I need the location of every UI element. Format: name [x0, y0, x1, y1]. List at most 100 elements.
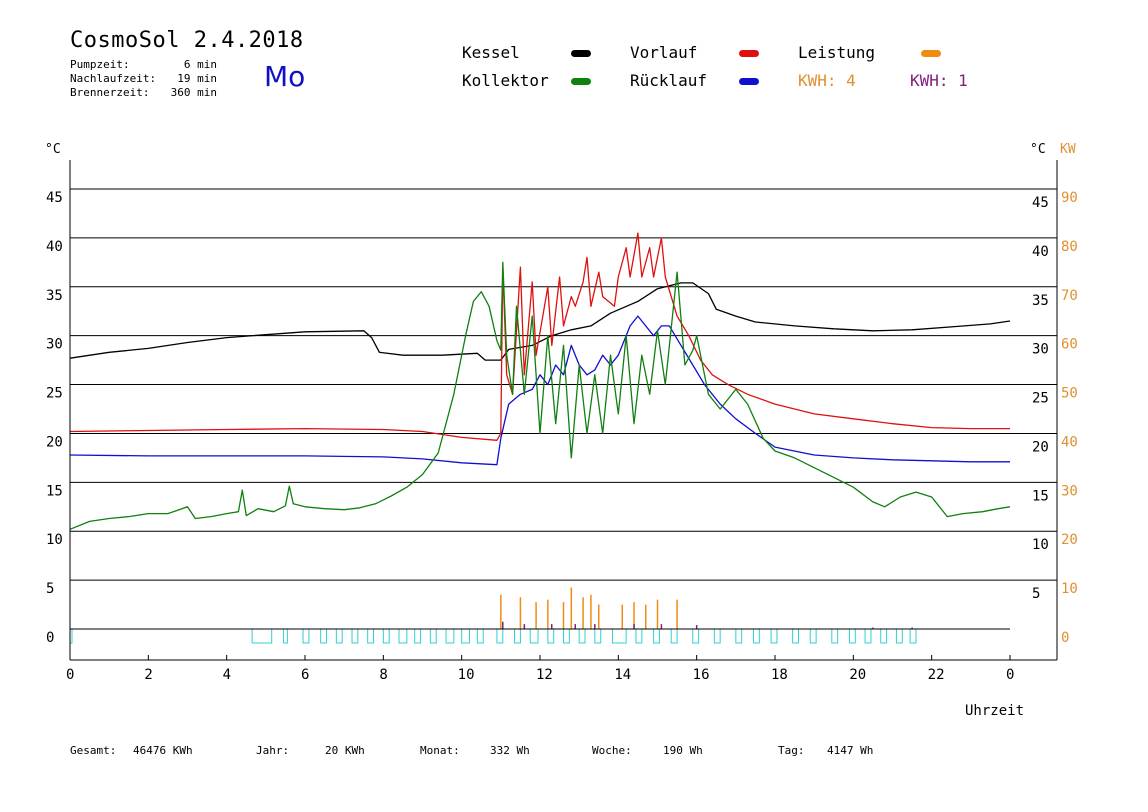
chart-lines — [69, 232, 1011, 530]
y-tick-label-right: 30 — [1032, 342, 1049, 358]
y-axis-label-right2: KW — [1060, 142, 1076, 157]
y-tick-label-left: 25 — [46, 386, 63, 402]
y-axis-label-left: °C — [45, 142, 61, 157]
y-tick-label-left: 0 — [46, 630, 54, 646]
burner-cycle — [251, 628, 273, 644]
param-label-pumpzeit: Pumpzeit: — [70, 58, 130, 71]
y-tick-label-kw: 70 — [1061, 288, 1078, 304]
burner-cycle — [653, 628, 660, 644]
y-tick-label-kw: 0 — [1061, 630, 1069, 646]
burner-cycle — [770, 628, 778, 644]
x-tick-label: 14 — [614, 667, 631, 683]
x-tick-label: 2 — [144, 667, 152, 683]
y-tick-label-right: 45 — [1032, 195, 1049, 211]
y-tick-label-right: 25 — [1032, 391, 1049, 407]
burner-cycle — [848, 628, 856, 644]
burner-cycle — [302, 628, 310, 644]
legend-vorlauf-swatch — [739, 50, 759, 57]
y-tick-label-kw: 20 — [1061, 532, 1078, 548]
footer-tag-label: Tag: — [778, 744, 805, 757]
x-tick-label: 8 — [379, 667, 387, 683]
burner-cycle — [692, 628, 700, 644]
burner-cycle — [547, 628, 555, 644]
burner-cycle — [909, 628, 917, 644]
x-tick-label: 0 — [66, 667, 74, 683]
footer-jahr-value: 20 KWh — [325, 744, 365, 757]
y-tick-label-left: 15 — [46, 483, 63, 499]
burner-cycle — [563, 628, 570, 644]
x-tick-label: 12 — [536, 667, 553, 683]
y-tick-label-left: 5 — [46, 581, 54, 597]
y-tick-label-left: 45 — [46, 190, 63, 206]
y-tick-label-left: 40 — [46, 239, 63, 255]
legend-kessel-label: Kessel — [462, 43, 520, 62]
footer-monat-label: Monat: — [420, 744, 460, 757]
legend-vorlauf-label: Vorlauf — [630, 43, 698, 62]
burner-cycle — [351, 628, 359, 644]
burner-cycle — [445, 628, 455, 644]
burner-cycle — [335, 628, 343, 644]
y-tick-label-kw: 80 — [1061, 239, 1078, 255]
footer-gesamt-label: Gesamt: — [70, 744, 117, 757]
burner-cycle — [496, 628, 504, 644]
burner-cycle — [752, 628, 760, 644]
param-value-brennerzeit: 360 min — [170, 86, 217, 99]
burner-cycle — [864, 628, 872, 644]
y-axis-label-right: °C — [1030, 142, 1046, 157]
param-label-nachlaufzeit: Nachlaufzeit: — [70, 72, 157, 85]
y-tick-label-left: 10 — [46, 532, 63, 548]
burner-cycle — [880, 628, 888, 644]
x-tick-label: 22 — [928, 667, 945, 683]
chart-axes: 4540353025201510504540353025201510590807… — [46, 160, 1078, 683]
legend-kollektor-swatch — [571, 78, 591, 85]
param-value-pumpzeit: 6 min — [183, 58, 217, 71]
y-tick-label-kw: 30 — [1061, 483, 1078, 499]
y-tick-label-right: 20 — [1032, 439, 1049, 455]
burner-cycle — [670, 628, 678, 644]
x-tick-label: 4 — [223, 667, 231, 683]
footer-woche-label: Woche: — [592, 744, 632, 757]
legend-kessel-swatch — [571, 50, 591, 57]
x-axis-label: Uhrzeit — [965, 703, 1024, 719]
burner-cycle — [414, 628, 422, 644]
chart-bars — [500, 587, 913, 629]
y-tick-label-kw: 40 — [1061, 434, 1078, 450]
x-tick-label: 16 — [693, 667, 710, 683]
burner-cycle — [792, 628, 799, 644]
y-tick-label-kw: 90 — [1061, 190, 1078, 206]
x-tick-label: 20 — [849, 667, 866, 683]
param-label-brennerzeit: Brennerzeit: — [70, 86, 150, 99]
burner-cycle — [429, 628, 437, 644]
burner-cycle — [578, 628, 586, 644]
x-tick-label: 0 — [1006, 667, 1014, 683]
burner-cycle — [809, 628, 817, 644]
x-tick-label: 6 — [301, 667, 309, 683]
series-line-vorlauf — [69, 232, 1010, 441]
page-title: CosmoSol 2.4.2018 — [70, 28, 304, 53]
burner-cycle — [635, 628, 643, 644]
burner-cycle — [382, 628, 390, 644]
legend-kollektor-label: Kollektor — [462, 71, 549, 90]
y-tick-label-right: 5 — [1032, 586, 1040, 602]
burner-cycle — [594, 628, 602, 644]
burner-cycle — [398, 628, 408, 644]
burner-cycle — [895, 628, 903, 644]
legend-kwh-second: KWH: 1 — [910, 71, 968, 90]
burner-cycle — [461, 628, 470, 644]
y-tick-label-kw: 60 — [1061, 337, 1078, 353]
y-tick-label-left: 35 — [46, 288, 63, 304]
y-tick-label-right: 40 — [1032, 244, 1049, 260]
y-tick-label-right: 35 — [1032, 293, 1049, 309]
weekday-label: Mo — [264, 60, 306, 93]
legend-kwh-leistung: KWH: 4 — [798, 71, 856, 90]
param-value-nachlaufzeit: 19 min — [177, 72, 217, 85]
x-tick-label: 18 — [771, 667, 788, 683]
y-tick-label-right: 10 — [1032, 537, 1049, 553]
burner-cycle — [476, 628, 484, 644]
chart-grid — [70, 188, 1057, 581]
footer-monat-value: 332 Wh — [490, 744, 530, 757]
burner-cycle — [514, 628, 521, 644]
legend-leistung-swatch — [921, 50, 941, 57]
burner-cycle — [320, 628, 328, 644]
